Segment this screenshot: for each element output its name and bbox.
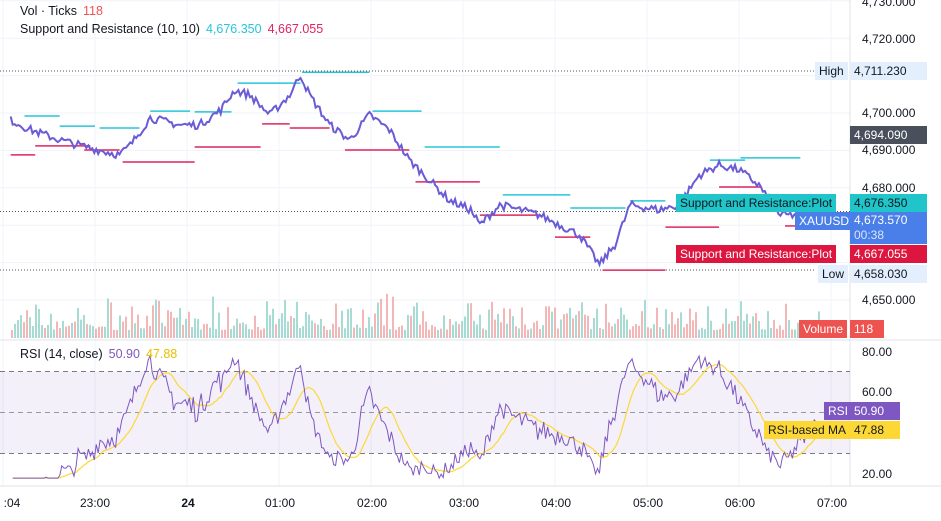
rsi-line (12, 353, 821, 480)
last-price-tag: 4,673.570 00:38 (850, 212, 927, 244)
rsi-ma-tag-label: RSI-based MA (764, 421, 851, 439)
price-tick: 4,650.000 (862, 293, 916, 307)
time-tick: 07:00 (816, 496, 848, 510)
last-price: 4,673.570 (854, 213, 908, 227)
price-tick: 4,700.000 (862, 106, 916, 120)
rsi-legend[interactable]: RSI (14, close) 50.90 47.88 (20, 347, 183, 361)
time-tick: 05:00 (632, 496, 664, 510)
time-tick: :04 (3, 496, 21, 510)
time-tick: 02:00 (356, 496, 388, 510)
vol-label: Vol · Ticks (20, 4, 77, 18)
resistance-plot-label: Support and Resistance:Plot (676, 194, 837, 212)
price-line (9, 76, 822, 268)
support-plot-label: Support and Resistance:Plot (676, 245, 837, 263)
volume-tag-value: 118 (850, 320, 884, 338)
low-label: Low (818, 265, 849, 283)
sr-sup-value: 4,667.055 (267, 22, 324, 36)
volume-legend[interactable]: Vol · Ticks 118 (20, 4, 109, 18)
time-tick: 01:00 (264, 496, 296, 510)
rsi-tick: 80.00 (862, 345, 893, 359)
time-tick: 06:00 (724, 496, 756, 510)
price-tick: 4,720.000 (862, 32, 916, 46)
sr-legend[interactable]: Support and Resistance (10, 10) 4,676.350… (20, 22, 329, 36)
rsi-ma-value: 47.88 (145, 347, 178, 361)
resistance-plot-value: 4,676.350 (850, 194, 927, 212)
bar-countdown: 00:38 (854, 228, 885, 242)
vol-value: 118 (82, 4, 103, 18)
time-tick: 24 (181, 496, 195, 510)
rsi-tick: 60.00 (862, 385, 893, 399)
rsi-ma-line (12, 363, 821, 479)
high-value: 4,711.230 (850, 62, 927, 80)
time-tick: 23:00 (79, 496, 111, 510)
high-label: High (815, 62, 848, 80)
sr-res-value: 4,676.350 (205, 22, 262, 36)
rsi-tick: 20.00 (862, 467, 893, 481)
low-value: 4,658.030 (850, 265, 927, 283)
price-tick: 4,680.000 (862, 181, 916, 195)
rsi-tag-value: 50.90 (850, 402, 900, 420)
volume-tag-label: Volume (799, 320, 848, 338)
time-tick: 04:00 (540, 496, 572, 510)
rsi-ma-tag-value: 47.88 (850, 421, 900, 439)
time-tick: 03:00 (448, 496, 480, 510)
rsi-value: 50.90 (108, 347, 140, 361)
crosshair-price: 4,694.090 (850, 126, 927, 144)
rsi-tag-label: RSI (824, 402, 853, 420)
support-plot-value: 4,667.055 (850, 245, 927, 263)
price-tick: 4,690.000 (862, 143, 916, 157)
price-tick: 4,730.000 (862, 0, 916, 9)
sr-label: Support and Resistance (10, 10) (20, 22, 200, 36)
rsi-label: RSI (14, close) (20, 347, 103, 361)
symbol-label: XAUUSD (795, 212, 854, 230)
